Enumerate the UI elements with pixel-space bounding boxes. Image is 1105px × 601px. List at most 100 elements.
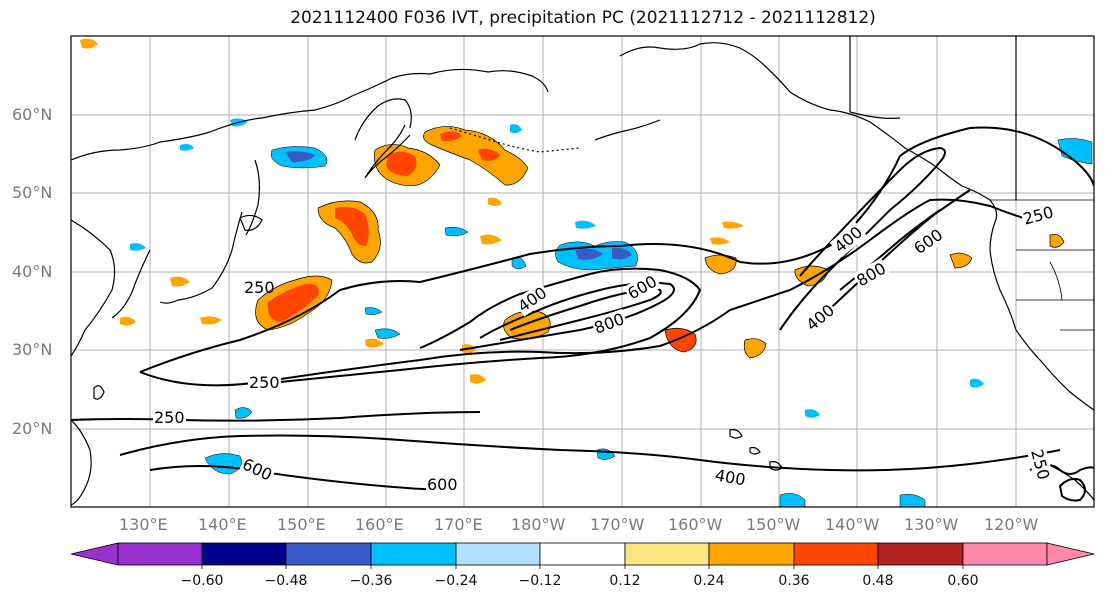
precip-negative-area	[510, 124, 522, 134]
ivt-contour-250	[71, 411, 481, 422]
colorbar-segment	[117, 542, 203, 566]
colorbar-tick-label: 0.24	[693, 573, 725, 589]
lon-label: 160°W	[668, 515, 723, 534]
precip-positive-area	[1049, 233, 1065, 248]
lon-label: 130°W	[904, 515, 959, 534]
canada-interior	[849, 36, 1017, 200]
precip-positive-area	[80, 38, 98, 49]
ivt-contour-400	[779, 146, 946, 331]
alaska-peninsula	[594, 119, 661, 141]
colorbar-extend-low	[70, 542, 119, 566]
japan-coastline	[159, 211, 243, 304]
colorbar	[70, 542, 1095, 569]
colorbar-tick-label: 0.36	[778, 573, 810, 589]
colorbar-extend-high	[1046, 542, 1095, 566]
kamchatka-coastline	[364, 124, 411, 179]
precip-positive-area	[480, 234, 502, 245]
precip-positive-area	[722, 221, 744, 229]
colorbar-tick-label: −0.24	[434, 573, 478, 589]
lat-label: 40°N	[12, 262, 53, 281]
precip-positive-area	[488, 197, 502, 206]
lon-label: 120°W	[984, 515, 1039, 534]
precip-negative-area	[575, 248, 603, 260]
kamchatka-peninsula	[354, 98, 412, 141]
ivt-contour-600-south	[149, 465, 441, 491]
lon-label: 160°E	[355, 515, 404, 534]
ivt-contours	[71, 126, 1094, 502]
lat-label: 60°N	[12, 105, 53, 124]
lat-label: 50°N	[12, 183, 53, 202]
china-coastline	[71, 219, 116, 357]
coastlines	[71, 36, 1094, 506]
precip-positive-area	[267, 283, 319, 322]
precip-negative-area	[180, 144, 194, 151]
precip-positive-area	[386, 151, 417, 176]
ivt-contour-400	[249, 267, 702, 386]
aleutian-islands	[449, 127, 581, 153]
precip-negative-area	[899, 493, 926, 507]
precip-positive-area	[200, 316, 222, 325]
contour-label: 250	[248, 373, 281, 392]
ivt-contour-600	[459, 281, 675, 351]
precip-negative-area	[444, 226, 469, 237]
colorbar-segment	[455, 542, 541, 566]
plot-title: 2021112400 F036 IVT, precipitation PC (2…	[290, 8, 876, 28]
ivt-contour-800	[499, 286, 662, 341]
precip-positive-area	[365, 338, 384, 348]
ivt-contour-400-south	[119, 434, 1061, 472]
lat-label: 20°N	[12, 419, 53, 438]
precip-negative-area	[204, 453, 242, 475]
ivt-contour-250	[139, 126, 1094, 373]
precip-positive-area	[949, 252, 973, 269]
contour-label: 250	[244, 278, 275, 297]
lon-label: 170°E	[434, 515, 483, 534]
precip-negative-area	[1057, 138, 1093, 165]
colorbar-segment	[539, 542, 626, 566]
colorbar-segment	[962, 542, 1048, 566]
lon-label: 180°W	[511, 515, 566, 534]
lon-label: 140°E	[198, 515, 247, 534]
precip-negative-area	[575, 220, 596, 229]
lon-label: 150°E	[277, 515, 326, 534]
precip-negative-area	[374, 328, 401, 339]
precip-negative-area	[364, 307, 383, 315]
precip-positive-area	[120, 316, 136, 326]
colorbar-segment	[624, 542, 710, 566]
colorbar-segment	[708, 542, 795, 566]
lat-label: 30°N	[12, 340, 53, 359]
precip-negative-area	[285, 151, 315, 162]
precip-positive-area	[664, 327, 697, 353]
philippines-coastline	[71, 419, 92, 506]
colorbar-tick-label: −0.60	[180, 573, 224, 589]
precip-positive-area	[743, 338, 767, 359]
taiwan-coastline	[93, 385, 105, 400]
alaska-coastline	[619, 42, 963, 187]
precip-negative-area	[970, 378, 984, 388]
colorbar-segment	[877, 542, 964, 566]
lon-label: 150°W	[746, 515, 801, 534]
precip-positive-area	[470, 374, 486, 384]
precip-negative-area	[234, 407, 253, 419]
precip-positive-area	[335, 206, 369, 246]
contour-label: 250	[153, 408, 186, 427]
precip-positive-area	[170, 276, 190, 287]
lon-label: 170°W	[590, 515, 645, 534]
colorbar-tick-label: 0.60	[947, 573, 979, 589]
colorbar-segment	[201, 542, 287, 566]
colorbar-segment	[285, 542, 372, 566]
lon-label: 130°E	[119, 515, 168, 534]
colorbar-tick-label: −0.48	[264, 573, 308, 589]
colorbar-segment	[793, 542, 879, 566]
colorbar-segment	[370, 542, 457, 566]
hokkaido-coastline	[239, 214, 263, 231]
asia-coastline	[71, 68, 549, 161]
sakhalin-coastline	[245, 159, 261, 236]
precip-positive-area	[478, 148, 500, 161]
colorbar-tick-label: −0.12	[518, 573, 562, 589]
precip-positive-area	[423, 126, 529, 186]
map-frame	[70, 35, 1095, 508]
precip-negative-area	[612, 247, 632, 260]
ivt-contour-250-east2	[1058, 477, 1086, 502]
